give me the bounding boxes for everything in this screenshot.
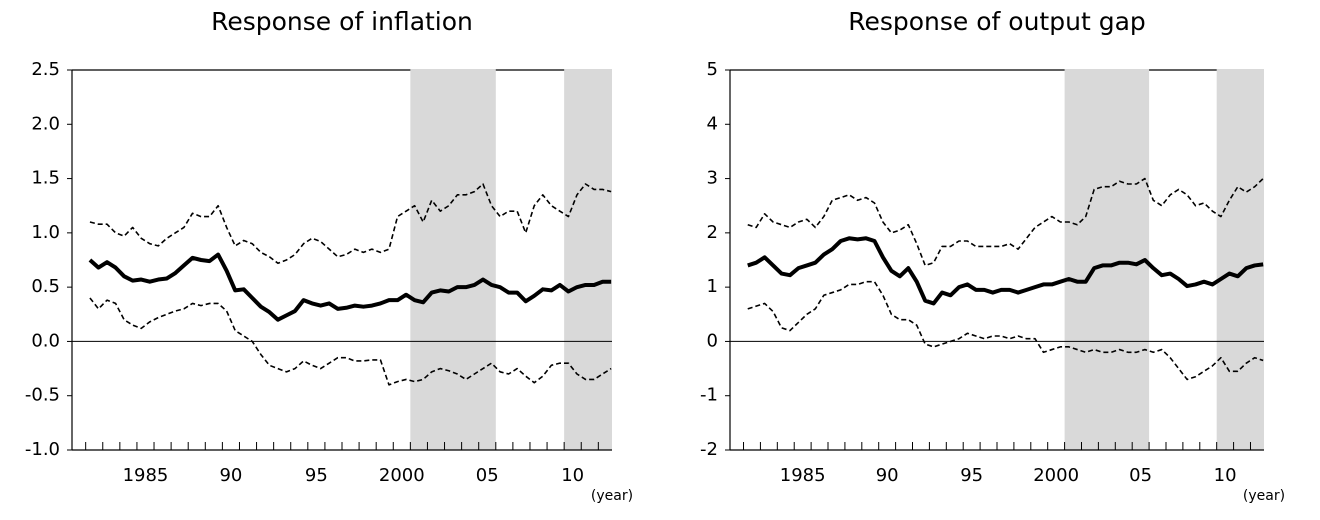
x-tick-label: 95 xyxy=(960,465,983,486)
shaded-period xyxy=(410,69,496,450)
confidence-band xyxy=(747,177,1264,267)
x-tick-label: 1985 xyxy=(780,465,826,486)
x-axis-label: (year) xyxy=(1243,488,1285,504)
x-tick-label: 10 xyxy=(561,465,584,486)
y-tick-label: 1.0 xyxy=(31,222,60,243)
y-tick-label: 2.5 xyxy=(31,59,60,80)
y-tick-label: -1 xyxy=(700,385,718,406)
y-tick-label: 1.5 xyxy=(31,168,60,189)
x-tick-label: 2000 xyxy=(1033,465,1079,486)
chart-title: Response of inflation xyxy=(211,7,473,36)
x-tick-label: 2000 xyxy=(379,465,425,486)
response-line xyxy=(88,252,612,322)
x-tick-label: 1985 xyxy=(123,465,169,486)
x-tick-label: 05 xyxy=(1129,465,1152,486)
y-tick-label: 0.5 xyxy=(31,276,60,297)
shaded-period xyxy=(564,69,612,450)
x-tick-label: 95 xyxy=(305,465,328,486)
y-tick-label: 2 xyxy=(707,222,718,243)
y-tick-label: 0 xyxy=(707,330,718,351)
y-tick-label: -1.0 xyxy=(25,439,60,460)
y-tick-label: 3 xyxy=(707,168,718,189)
shaded-period xyxy=(1216,69,1264,450)
confidence-band xyxy=(89,183,612,265)
x-tick-label: 90 xyxy=(219,465,242,486)
shaded-period xyxy=(1064,69,1150,450)
y-tick-label: 4 xyxy=(707,113,718,134)
y-tick-label: 0.0 xyxy=(31,330,60,351)
x-tick-label: 10 xyxy=(1214,465,1237,486)
x-tick-label: 05 xyxy=(476,465,499,486)
chart-title: Response of output gap xyxy=(848,7,1146,36)
y-tick-label: -2 xyxy=(700,439,718,460)
response-line xyxy=(747,236,1264,306)
y-tick-label: 1 xyxy=(707,276,718,297)
y-tick-label: 5 xyxy=(707,59,718,80)
confidence-band xyxy=(89,297,612,386)
y-tick-label: -0.5 xyxy=(25,385,60,406)
x-axis-label: (year) xyxy=(591,488,633,504)
confidence-band xyxy=(747,280,1264,381)
x-tick-label: 90 xyxy=(876,465,899,486)
y-tick-label: 2.0 xyxy=(31,113,60,134)
